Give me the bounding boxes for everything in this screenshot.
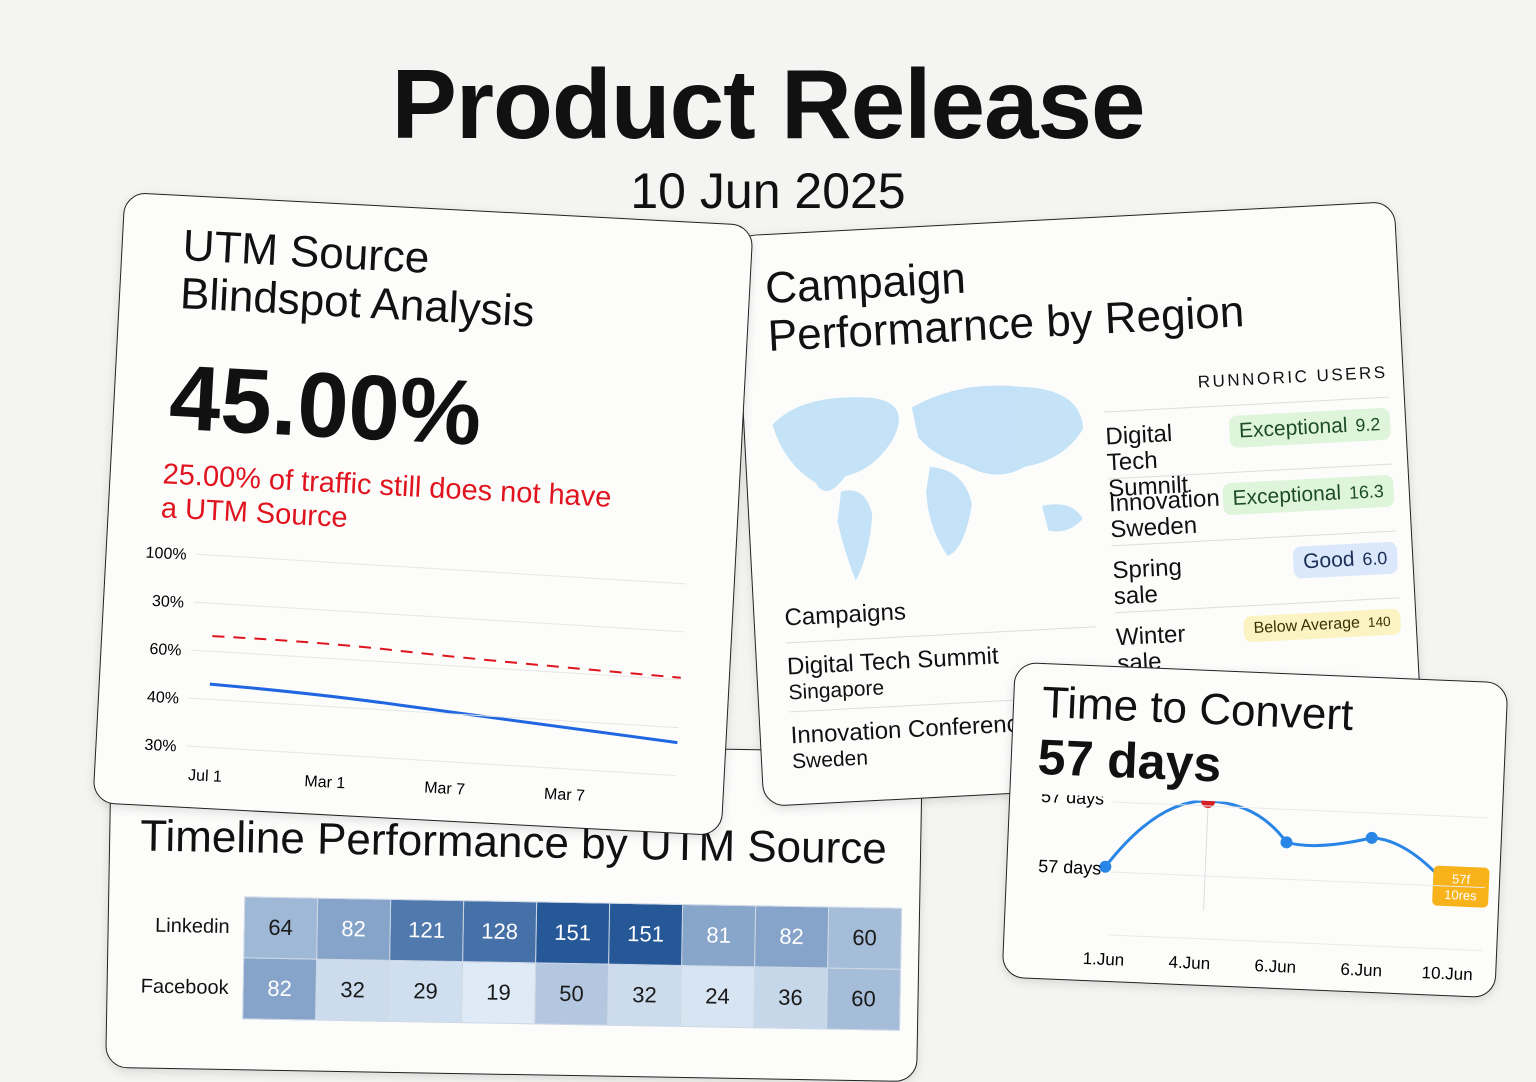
x-label: Jul 1	[188, 767, 223, 786]
heatmap-cell: 60	[827, 906, 902, 970]
users-list: Digital Tech Sumnilt Exceptional 9.2 Innova…	[1104, 396, 1403, 680]
score: 9.2	[1354, 414, 1381, 436]
page: Product Release 10 Jun 2025 Timeline Per…	[92, 49, 1509, 1082]
grid-line	[1110, 871, 1485, 889]
campaign-card: Campaign Performarnce by Region RUNNORIC…	[733, 201, 1425, 807]
heatmap-cell: 50	[534, 962, 609, 1026]
y-label: 40%	[147, 689, 180, 708]
world-map	[772, 385, 1084, 581]
y-label: 30%	[144, 737, 177, 756]
heatmap-cell: 24	[680, 965, 755, 1028]
heatmap-cell: 32	[607, 964, 682, 1027]
heatmap-row: Facebook 82 32 29 19 50 32 24 36 60	[127, 956, 901, 1031]
heatmap-cell: 82	[316, 898, 391, 961]
grid-line	[1113, 801, 1488, 819]
rating: Below Average	[1253, 614, 1361, 638]
convert-card: Time to Convert 57 days 57 days 57 days 1.…	[1001, 661, 1509, 999]
heatmap: Linkedin 64 82 121 128 151 151 81 82 60 Facebook 82…	[127, 894, 902, 1031]
rating-badge: Exceptional 9.2	[1228, 407, 1392, 449]
rating-badge: Below Average 140	[1242, 608, 1402, 643]
x-label: Mar 7	[544, 786, 586, 805]
x-label: 6.Jun	[1340, 960, 1382, 981]
page-date: 10 Jun 2025	[630, 163, 906, 219]
rating-badge: Exceptional 16.3	[1221, 474, 1395, 516]
grid-line	[189, 697, 679, 729]
point	[1365, 831, 1378, 844]
x-label: 10.Jun	[1421, 963, 1473, 984]
user-name: Innovation Sweden	[1108, 484, 1221, 544]
continent	[772, 397, 899, 491]
point	[1099, 860, 1112, 873]
convert-line	[1104, 799, 1437, 874]
rating: Exceptional	[1232, 481, 1342, 510]
rating: Good	[1302, 547, 1356, 574]
utm-card: UTM Source Blindspot Analysis 45.00% 25.…	[92, 191, 754, 837]
y-label: 30%	[152, 593, 185, 612]
convert-chart: 57 days 57 days 1.Jun 4.Jun 6.Jun 6.Jun 10.Jun…	[1038, 793, 1490, 984]
point	[1280, 836, 1293, 849]
marker-line	[1203, 800, 1209, 911]
heatmap-cell: 29	[388, 960, 463, 1023]
continent	[926, 466, 972, 556]
x-label: Mar 1	[304, 773, 346, 792]
x-label: 4.Jun	[1168, 953, 1210, 974]
heatmap-cell: 151	[535, 901, 610, 965]
heatmap-cell: 121	[389, 899, 464, 962]
score: 16.3	[1348, 481, 1385, 503]
heatmap-cell: 60	[826, 967, 901, 1031]
x-label: 1.Jun	[1082, 949, 1124, 970]
x-label: Mar 7	[424, 779, 466, 798]
grid-line	[1107, 934, 1483, 952]
y-label: 57 days	[1038, 856, 1102, 879]
x-label: 6.Jun	[1254, 956, 1296, 977]
heatmap-cell: 19	[461, 961, 536, 1024]
grid-line	[191, 649, 681, 681]
continent	[1042, 504, 1083, 532]
convert-value: 57 days	[1036, 728, 1223, 793]
trend-line	[209, 682, 678, 745]
page-title: Product Release	[391, 49, 1146, 159]
heatmap-cell: 151	[608, 903, 683, 966]
score: 140	[1367, 613, 1391, 631]
user-name: Spring sale	[1111, 553, 1183, 611]
grid-line	[186, 745, 676, 777]
y-label: 57 days	[1041, 793, 1105, 809]
heatmap-cell: 82	[754, 905, 829, 968]
badge-text: 10res	[1444, 887, 1478, 903]
utm-value: 45.00%	[167, 346, 485, 465]
continent	[837, 490, 873, 581]
grid-line	[194, 601, 684, 633]
heatmap-cell: 82	[242, 957, 317, 1021]
row-label: Facebook	[140, 974, 229, 999]
y-label: 60%	[149, 641, 182, 660]
users-panel: RUNNORIC USERS Digital Tech Sumnilt Excep…	[1102, 363, 1403, 680]
heatmap-cell: 36	[753, 966, 828, 1029]
heatmap-cell: 81	[681, 904, 756, 967]
y-label: 100%	[145, 545, 187, 564]
rating: Exceptional	[1238, 413, 1349, 443]
grid-line	[196, 553, 686, 585]
target-line	[212, 635, 681, 679]
heatmap-cell: 128	[462, 900, 537, 963]
score: 6.0	[1361, 547, 1388, 570]
row-label: Linkedin	[154, 914, 230, 938]
heatmap-cell: 32	[315, 959, 390, 1022]
campaign-title: Campaign Performarnce by Region	[764, 240, 1245, 361]
continent	[911, 385, 1084, 475]
heatmap-cell: 64	[243, 896, 318, 960]
utm-title: UTM Source Blindspot Analysis	[179, 221, 538, 336]
utm-chart: 100% 30% 60% 40% 30% Jul 1 Mar 1 Mar 7 Mar 7	[144, 545, 686, 805]
badge-text: 57f	[1452, 871, 1471, 887]
rating-badge: Good 6.0	[1292, 541, 1399, 579]
utm-note: 25.00% of traffic still does not have a …	[160, 458, 613, 535]
